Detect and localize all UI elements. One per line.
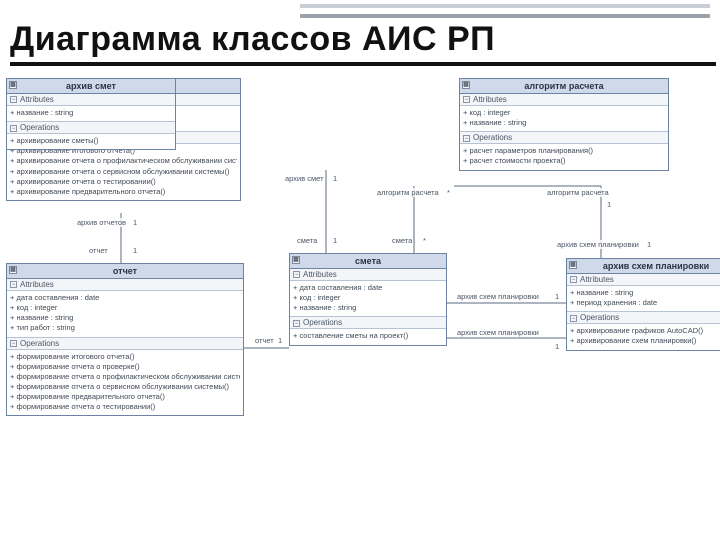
diagram-canvas: ▦ архив отчетов −Attributes + название :…: [6, 78, 714, 534]
attrs: + название : string: [7, 106, 175, 122]
ops: + составление сметы на проект(): [290, 329, 446, 344]
attrs: + дата составления : date + код : intege…: [290, 281, 446, 317]
attr-row: + код : integer: [293, 293, 443, 303]
op-row: + формирование предварительного отчета(): [10, 392, 240, 402]
assoc-label: алгоритм расчета: [376, 188, 440, 197]
op-row: + архивирование сметы(): [10, 136, 172, 146]
assoc-mult: 1: [554, 342, 560, 351]
ops: + архивирование графиков AutoCAD() + арх…: [567, 324, 720, 349]
op-row: + архивирование отчета о тестировании(): [10, 177, 237, 187]
assoc-mult: *: [446, 188, 451, 197]
section-label-ops: −Operations: [290, 317, 446, 329]
assoc-label: архив схем планировки: [456, 328, 540, 337]
op-row: + архивирование отчета о сервисном обслу…: [10, 167, 237, 177]
ops: + расчет параметров планирования() + рас…: [460, 144, 668, 169]
op-row: + формирование отчета о сервисном обслуж…: [10, 382, 240, 392]
attr-row: + период хранения : date: [570, 298, 720, 308]
assoc-mult: 1: [332, 174, 338, 183]
class-archive-schemes: ▦ архив схем планировки −Attributes + на…: [566, 258, 720, 351]
section-label-ops: −Operations: [7, 122, 175, 134]
section-label-ops: −Operations: [460, 132, 668, 144]
assoc-mult: 1: [132, 246, 138, 255]
assoc-label: архив смет: [284, 174, 325, 183]
class-estimate: ▦ смета −Attributes + дата составления :…: [289, 253, 447, 346]
op-row: + архивирование отчета о профилактическо…: [10, 156, 237, 166]
op-row: + архивирование схем планировки(): [570, 336, 720, 346]
attr-row: + название : string: [570, 288, 720, 298]
ops: + формирование итогового отчета() + форм…: [7, 350, 243, 416]
assoc-mult: 1: [277, 336, 283, 345]
class-header: ▦ архив смет: [7, 79, 175, 94]
page-title: Диаграмма классов АИС РП: [10, 22, 716, 66]
attrs: + дата составления : date + код : intege…: [7, 291, 243, 338]
attrs: + название : string + период хранения : …: [567, 286, 720, 312]
attrs: + код : integer + название : string: [460, 106, 668, 132]
assoc-mult: *: [422, 236, 427, 245]
section-label-attrs: −Attributes: [567, 274, 720, 286]
ops: + архивирование сметы(): [7, 134, 175, 149]
assoc-label: отчет: [254, 336, 275, 345]
collapse-icon: ▦: [9, 266, 17, 274]
assoc-mult: 1: [132, 218, 138, 227]
ops: + архивирование итогового отчета() + арх…: [7, 144, 240, 200]
slide-decor-rule: [300, 4, 710, 18]
op-row: + формирование итогового отчета(): [10, 352, 240, 362]
section-label-attrs: −Attributes: [7, 94, 175, 106]
assoc-label: смета: [391, 236, 413, 245]
op-row: + формирование отчета о профилактическом…: [10, 372, 240, 382]
class-archive-estimates: ▦ архив смет −Attributes + название : st…: [6, 78, 176, 150]
op-row: + формирование отчета о тестировании(): [10, 402, 240, 412]
attr-row: + название : string: [293, 303, 443, 313]
class-name: алгоритм расчета: [524, 81, 603, 91]
section-label-attrs: −Attributes: [460, 94, 668, 106]
class-header: ▦ отчет: [7, 264, 243, 279]
collapse-icon: ▦: [292, 256, 300, 264]
assoc-mult: 1: [606, 200, 612, 209]
attr-row: + дата составления : date: [293, 283, 443, 293]
assoc-mult: 1: [554, 292, 560, 301]
assoc-label: отчет: [88, 246, 109, 255]
class-report: ▦ отчет −Attributes + дата составления :…: [6, 263, 244, 416]
attr-row: + код : integer: [10, 303, 240, 313]
collapse-icon: ▦: [569, 261, 577, 269]
assoc-label: смета: [296, 236, 318, 245]
collapse-icon: ▦: [9, 81, 17, 89]
section-label-ops: −Operations: [7, 338, 243, 350]
assoc-label: алгоритм расчета: [546, 188, 610, 197]
class-header: ▦ архив схем планировки: [567, 259, 720, 274]
collapse-icon: ▦: [462, 81, 470, 89]
attr-row: + тип работ : string: [10, 323, 240, 333]
attr-row: + название : string: [10, 313, 240, 323]
class-name: смета: [355, 256, 381, 266]
class-algorithm: ▦ алгоритм расчета −Attributes + код : i…: [459, 78, 669, 171]
class-header: ▦ смета: [290, 254, 446, 269]
assoc-label: архив отчетов: [76, 218, 127, 227]
attr-row: + дата составления : date: [10, 293, 240, 303]
assoc-label: архив схем планировки: [456, 292, 540, 301]
class-name: архив смет: [66, 81, 116, 91]
class-name: отчет: [113, 266, 137, 276]
op-row: + составление сметы на проект(): [293, 331, 443, 341]
class-header: ▦ алгоритм расчета: [460, 79, 668, 94]
attr-row: + название : string: [10, 108, 172, 118]
section-label-attrs: −Attributes: [7, 279, 243, 291]
section-label-ops: −Operations: [567, 312, 720, 324]
op-row: + архивирование предварительного отчета(…: [10, 187, 237, 197]
assoc-mult: 1: [332, 236, 338, 245]
section-label-attrs: −Attributes: [290, 269, 446, 281]
assoc-mult: 1: [646, 240, 652, 249]
op-row: + формирование отчета о проверке(): [10, 362, 240, 372]
attr-row: + название : string: [463, 118, 665, 128]
attr-row: + код : integer: [463, 108, 665, 118]
op-row: + архивирование графиков AutoCAD(): [570, 326, 720, 336]
assoc-label: архив схем планировки: [556, 240, 640, 249]
op-row: + расчет стоимости проекта(): [463, 156, 665, 166]
op-row: + расчет параметров планирования(): [463, 146, 665, 156]
class-name: архив схем планировки: [603, 261, 709, 271]
